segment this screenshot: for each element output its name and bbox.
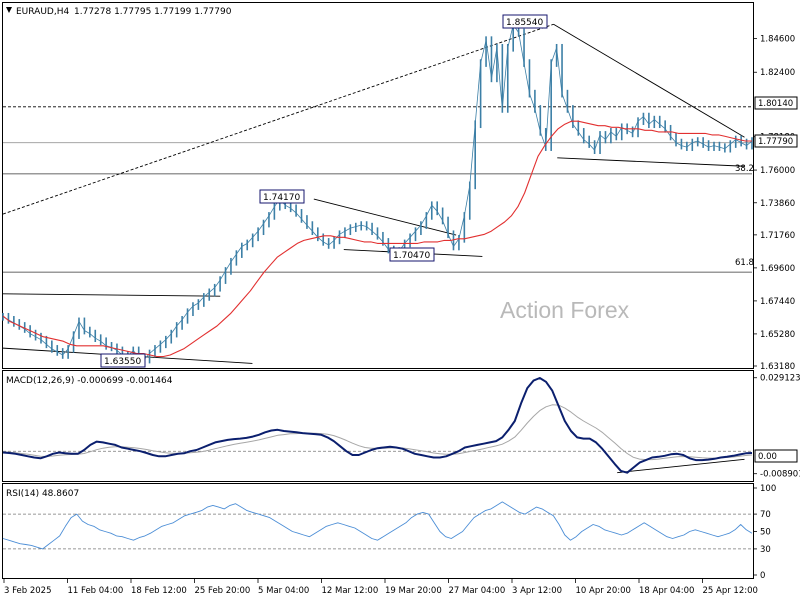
level-labels: 1.85540 1.74170 1.70470 1.63550 (100, 14, 548, 368)
rsi-title: RSI(14) 48.8607 (6, 489, 79, 499)
trendline-0 (2, 23, 554, 215)
y-tick-label: 1.73860 (760, 199, 795, 209)
trendline-2 (557, 157, 745, 167)
x-tick-label: 19 Mar 20:00 (385, 586, 442, 596)
y-tick-label: 50 (760, 528, 771, 538)
macd-zero-callout: 0.00 (754, 449, 798, 463)
last-price-label: 1.77790 (758, 137, 793, 147)
price-header: EURAUD,H4 1.77278 1.77795 1.77199 1.7779… (6, 7, 232, 17)
macd-title: MACD(12,26,9) -0.000699 -0.001464 (6, 376, 173, 386)
x-tick-label: 25 Feb 20:00 (195, 586, 251, 596)
mid-low-label-box (389, 247, 435, 262)
x-tick-label: 3 Feb 2025 (4, 586, 52, 596)
rsi-level-lines (3, 450, 752, 550)
macd-line (2, 377, 753, 474)
macd-divergence-line (617, 458, 745, 474)
macd-series (2, 377, 753, 474)
rsi-series (2, 501, 753, 550)
mid-low-label: 1.70470 (393, 251, 430, 261)
y-tick-label: 1.63180 (760, 362, 795, 372)
x-tick-label: 11 Feb 04:00 (68, 586, 124, 596)
high-label-box (502, 14, 548, 29)
last-price-box (754, 134, 798, 148)
collapse-triangle-icon[interactable] (6, 7, 12, 13)
x-tick-label: 3 Apr 12:00 (512, 586, 562, 596)
fib-618-label: 61.8 (735, 258, 754, 268)
trendline-1 (553, 23, 745, 138)
y-axis-ticks: 1.846001.824001.781801.760001.738601.717… (753, 35, 800, 581)
y-tick-label: 0.029123 (760, 374, 800, 384)
price-panel-frame (2, 2, 754, 369)
x-tick-label: 5 Mar 04:00 (258, 586, 309, 596)
x-tick-label: 18 Apr 04:00 (639, 586, 694, 596)
level-1-8014-box (754, 96, 798, 110)
y-tick-label: 1.71760 (760, 231, 795, 241)
fib-382-label: 38.2 (735, 164, 754, 174)
x-tick-label: 12 Mar 12:00 (322, 586, 379, 596)
trendlines (2, 23, 745, 474)
x-axis-ticks: 3 Feb 2025 11 Feb 04:00 18 Feb 12:00 25 Feb… (3, 579, 758, 596)
x-tick-label: 10 Apr 20:00 (576, 586, 631, 596)
y-tick-label: 1.65280 (760, 330, 795, 340)
low-label: 1.63550 (104, 357, 141, 367)
mid-high-label-box (259, 189, 305, 204)
y-tick-label: 0 (760, 571, 765, 581)
panel-frames (2, 2, 754, 579)
y-tick-label: 1.76000 (760, 166, 795, 176)
x-tick-label: 18 Feb 12:00 (131, 586, 187, 596)
y-tick-label: 1.67440 (760, 297, 795, 307)
y-tick-label: -0.008901 (760, 470, 800, 480)
y-tick-label: 1.84600 (760, 35, 795, 45)
symbol-label: EURAUD,H4 (16, 7, 69, 17)
moving-average-line (2, 120, 752, 358)
price-series (2, 21, 753, 364)
watermark: Action Forex (500, 297, 630, 323)
price-axis-callouts: 1.80140 1.77790 (754, 96, 798, 148)
x-tick-label: 25 Apr 12:00 (703, 586, 758, 596)
y-tick-label: 30 (760, 545, 771, 555)
rsi-panel-frame (2, 483, 754, 579)
level-1-8014-label: 1.80140 (758, 99, 793, 109)
macd-zero-label: 0.00 (758, 452, 777, 462)
high-label: 1.85540 (506, 18, 543, 28)
macd-panel-frame (2, 370, 754, 482)
y-tick-label: 70 (760, 510, 771, 520)
x-tick-label: 27 Mar 04:00 (449, 586, 506, 596)
y-tick-label: 100 (760, 484, 776, 494)
trendline-3 (313, 198, 457, 236)
rsi-line (2, 501, 753, 550)
macd-zero-box (754, 449, 798, 463)
mid-high-label: 1.74170 (263, 193, 300, 203)
trendline-5 (2, 293, 221, 297)
low-label-box (100, 353, 146, 368)
price-reference-lines (3, 106, 752, 273)
y-tick-label: 1.69600 (760, 264, 795, 274)
y-tick-label: 1.82400 (760, 68, 795, 78)
ohlc-label: 1.77278 1.77795 1.77199 1.77790 (74, 7, 232, 17)
